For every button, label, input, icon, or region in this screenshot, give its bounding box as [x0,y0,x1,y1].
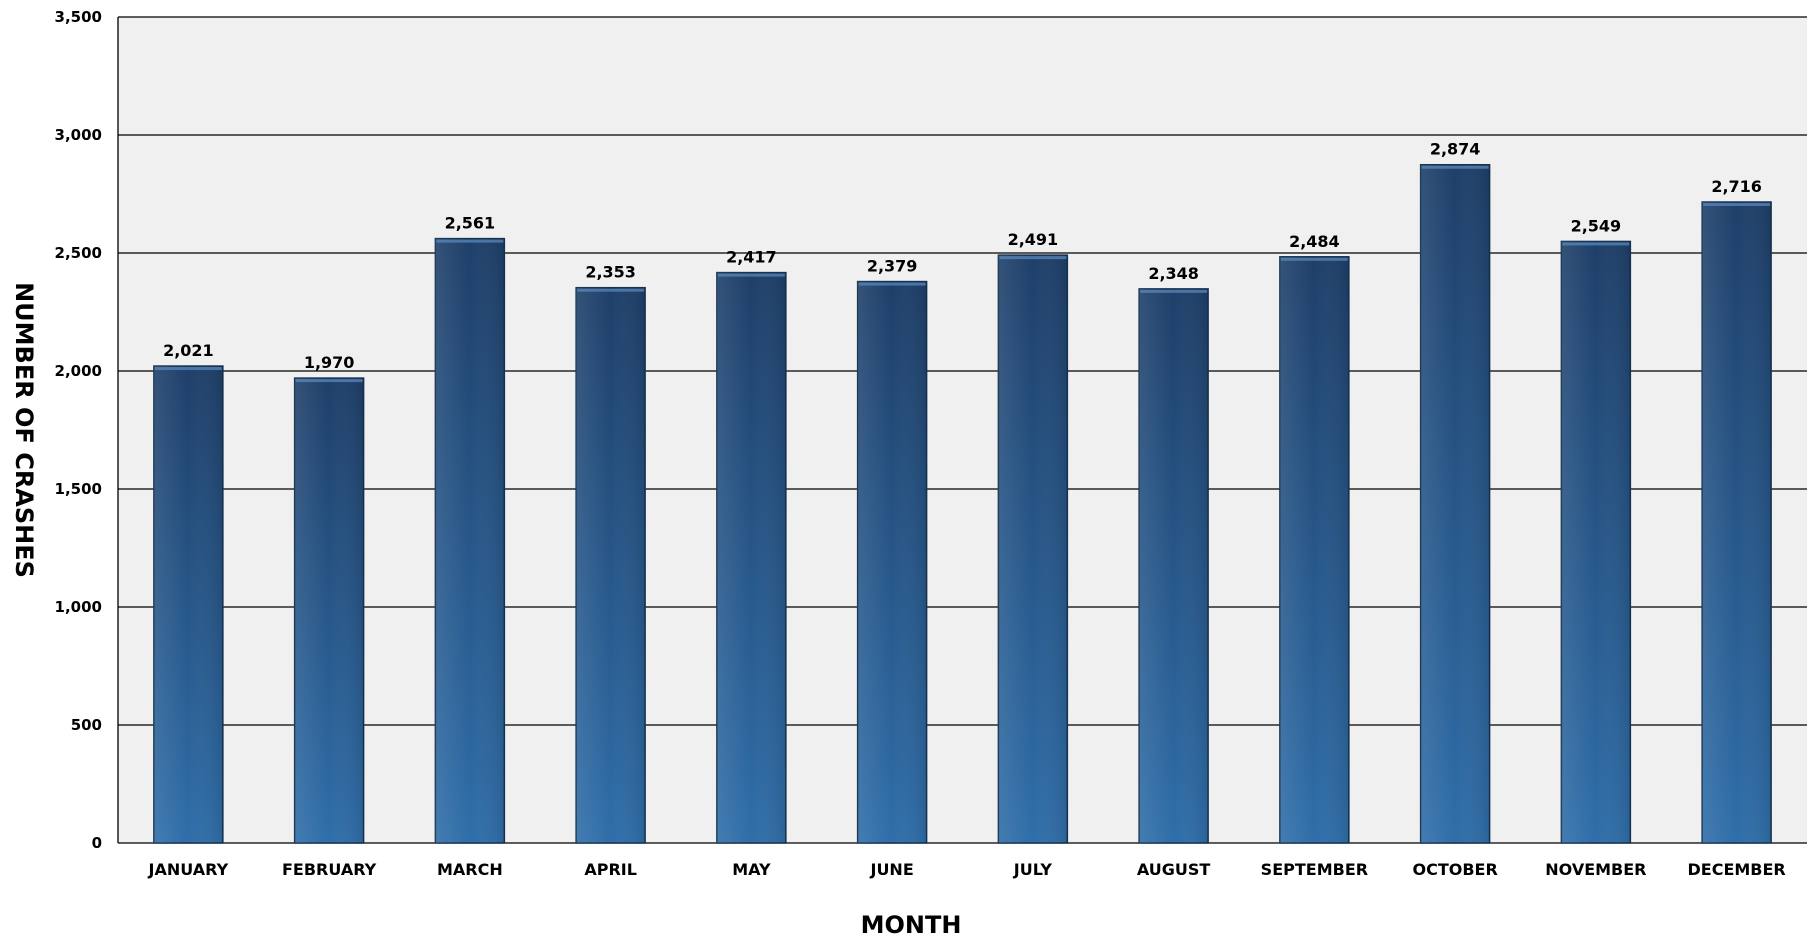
y-tick-label: 1,000 [55,598,102,616]
bar-shine [435,238,505,843]
data-label: 2,353 [585,263,636,282]
bar-cap [1562,242,1630,246]
data-label: 2,348 [1148,264,1199,283]
bar-cap [577,288,645,292]
data-label: 2,874 [1430,140,1481,159]
bar-cap [436,239,504,243]
y-tick-label: 2,000 [55,362,102,380]
x-category-label: AUGUST [1137,860,1211,879]
bar-shine [1420,164,1490,844]
bar-shine [1279,256,1349,843]
bar-shine [857,281,927,843]
bar-cap [1280,257,1348,261]
bar-shine [576,287,646,843]
x-category-label: MARCH [437,860,503,879]
data-label: 2,561 [445,214,496,233]
plot-area [118,17,1807,843]
x-category-label: FEBRUARY [282,860,377,879]
x-category-label: JUNE [869,860,913,879]
bar-shine [998,255,1068,843]
bar-cap [999,256,1067,260]
y-tick-label: 0 [92,834,102,852]
y-tick-label: 500 [71,716,102,734]
bar-cap [717,273,785,277]
x-category-label: JANUARY [148,860,229,879]
bar-cap [295,379,363,383]
bar-shine [1561,241,1631,843]
bar-cap [1703,203,1771,207]
y-tick-label: 2,500 [55,244,102,262]
data-label: 2,491 [1008,230,1059,249]
x-category-label: DECEMBER [1688,860,1786,879]
x-axis-categories: JANUARY FEBRUARY MARCH APRIL MAY JUNE JULY AUGU… [148,860,1786,879]
bar-shine [1139,288,1209,843]
bar-shine [716,272,786,843]
x-axis-title: MONTH [861,911,962,938]
data-label: 2,549 [1571,216,1622,235]
bar-shine [1702,202,1772,844]
data-label: 2,021 [163,341,214,360]
bar-cap [858,282,926,286]
y-tick-label: 1,500 [55,480,102,498]
x-category-label: OCTOBER [1412,860,1497,879]
x-category-label: APRIL [584,860,637,879]
y-axis-title: NUMBER OF CRASHES [10,282,38,578]
data-labels: 2,021 1,970 2,561 2,353 2,417 2,379 2,491 2,348… [163,140,1762,372]
y-axis-ticks: 0 500 1,000 1,500 2,000 2,500 3,000 3,500 [55,8,102,852]
bar-shine [294,378,364,843]
y-tick-label: 3,000 [55,126,102,144]
x-category-label: SEPTEMBER [1261,860,1368,879]
bar-shine [153,366,223,843]
bar-cap [154,367,222,371]
bar-cap [1421,165,1489,169]
data-label: 2,484 [1289,232,1340,251]
gridlines [117,16,1807,844]
data-label: 2,716 [1711,177,1762,196]
data-label: 1,970 [304,353,355,372]
x-category-label: NOVEMBER [1545,860,1646,879]
x-category-label: MAY [732,860,771,879]
data-label: 2,379 [867,257,918,276]
x-category-label: JULY [1013,860,1053,879]
data-label: 2,417 [726,248,777,267]
bars [153,163,1772,844]
bar-cap [1140,289,1208,293]
y-tick-label: 3,500 [55,8,102,26]
